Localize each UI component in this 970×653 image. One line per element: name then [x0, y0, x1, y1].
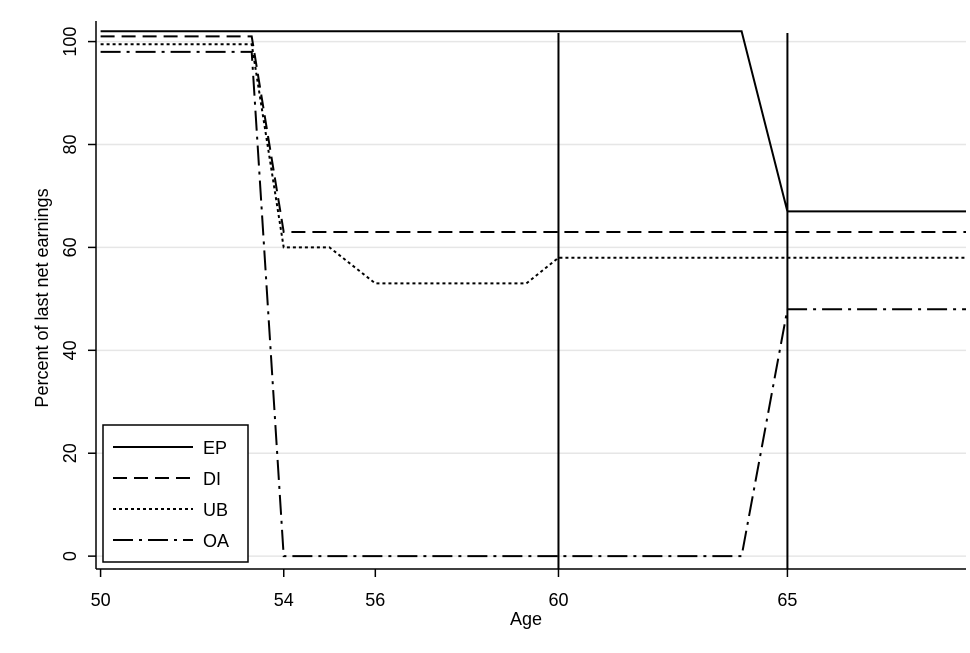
x-tick-label-60: 60	[548, 590, 568, 610]
legend-label-di: DI	[203, 469, 221, 489]
legend: EP DI UB OA	[102, 424, 249, 563]
x-axis-title: Age	[510, 609, 542, 629]
x-tick-label-50: 50	[91, 590, 111, 610]
series-line-di	[100, 35, 966, 233]
legend-label-oa: OA	[203, 531, 229, 551]
series-line-oa	[100, 50, 966, 558]
x-tick-label-54: 54	[274, 590, 294, 610]
x-tick-label-65: 65	[777, 590, 797, 610]
y-tick-label-80: 80	[60, 134, 80, 154]
series-line-ep	[100, 30, 966, 213]
legend-label-ep: EP	[203, 438, 227, 458]
x-tick-label-56: 56	[365, 590, 385, 610]
y-tick-label-100: 100	[60, 27, 80, 57]
y-axis-title: Percent of last net earnings	[32, 188, 52, 407]
y-tick-label-0: 0	[60, 551, 80, 561]
axes: 0 20 40 60 80 100 50 54 56 60 65	[60, 21, 966, 610]
y-tick-label-40: 40	[60, 340, 80, 360]
y-tick-label-20: 20	[60, 443, 80, 463]
legend-label-ub: UB	[203, 500, 228, 520]
y-tick-label-60: 60	[60, 237, 80, 257]
series-lines	[100, 30, 966, 558]
reference-lines	[557, 33, 789, 569]
